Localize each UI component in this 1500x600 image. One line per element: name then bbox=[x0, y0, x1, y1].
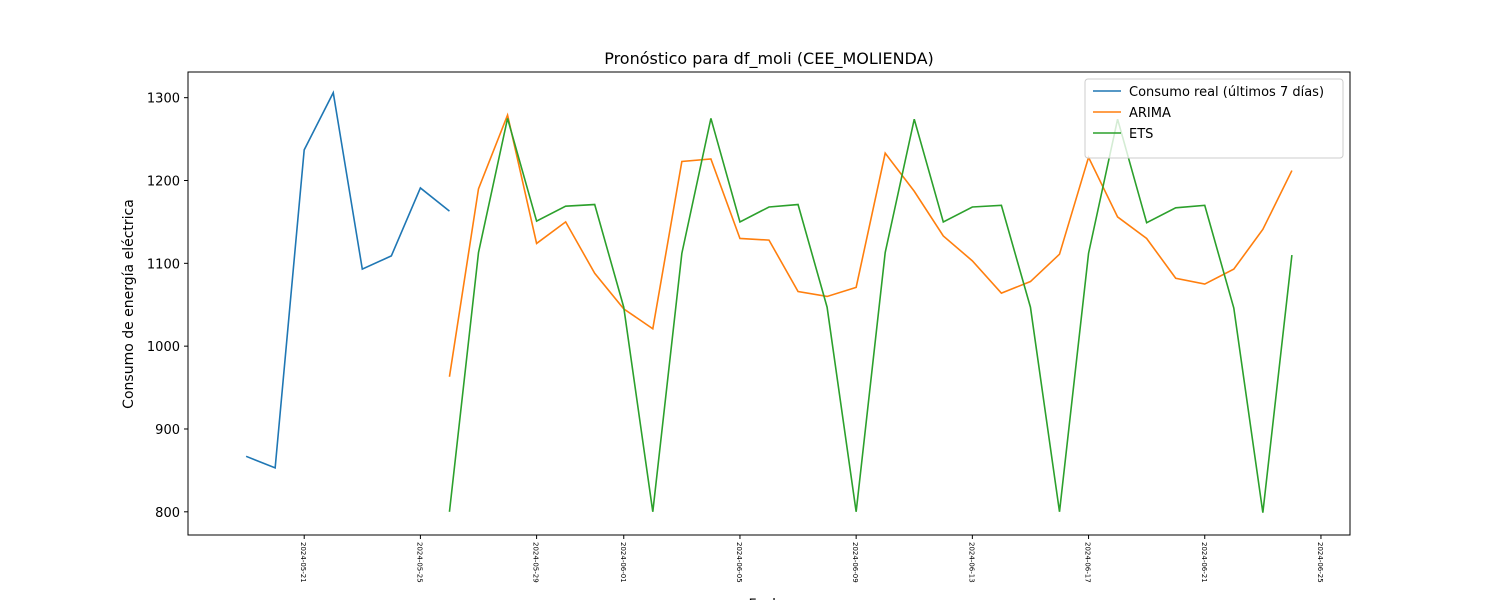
y-tick-label: 1300 bbox=[147, 92, 180, 107]
legend-label: ETS bbox=[1129, 127, 1153, 142]
x-tick-label: 2024-05-25 bbox=[415, 542, 423, 583]
legend-box bbox=[1084, 78, 1344, 159]
x-tick-label: 2024-06-01 bbox=[619, 542, 627, 583]
x-tick-label: 2024-06-25 bbox=[1316, 542, 1324, 583]
y-axis-label: Consumo de energía eléctrica bbox=[121, 199, 137, 409]
y-tick-label: 1200 bbox=[147, 175, 180, 190]
chart-title: Pronóstico para df_moli (CEE_MOLIENDA) bbox=[604, 49, 934, 69]
legend-label: ARIMA bbox=[1129, 106, 1171, 121]
y-tick-label: 1000 bbox=[147, 340, 180, 355]
y-tick-label: 800 bbox=[155, 506, 180, 521]
x-tick-label: 2024-05-29 bbox=[532, 542, 540, 583]
legend: Consumo real (últimos 7 días) ARIMA ETS bbox=[1084, 78, 1344, 159]
x-tick-label: 2024-06-05 bbox=[735, 542, 743, 583]
x-tick-label: 2024-06-13 bbox=[967, 542, 975, 583]
x-tick-label: 2024-05-21 bbox=[299, 542, 307, 583]
x-tick-label: 2024-06-09 bbox=[851, 542, 859, 583]
series-line bbox=[245, 90, 450, 470]
x-tick-label: 2024-06-21 bbox=[1200, 542, 1208, 583]
series-line bbox=[448, 112, 1293, 377]
y-tick-label: 900 bbox=[155, 423, 180, 438]
series-line bbox=[448, 118, 1293, 513]
x-axis-label: Fecha bbox=[748, 597, 789, 600]
x-tick-label: 2024-06-17 bbox=[1084, 542, 1092, 583]
legend-label: Consumo real (últimos 7 días) bbox=[1129, 85, 1324, 100]
y-tick-label: 1100 bbox=[147, 257, 180, 272]
plot-frame bbox=[187, 71, 1351, 536]
